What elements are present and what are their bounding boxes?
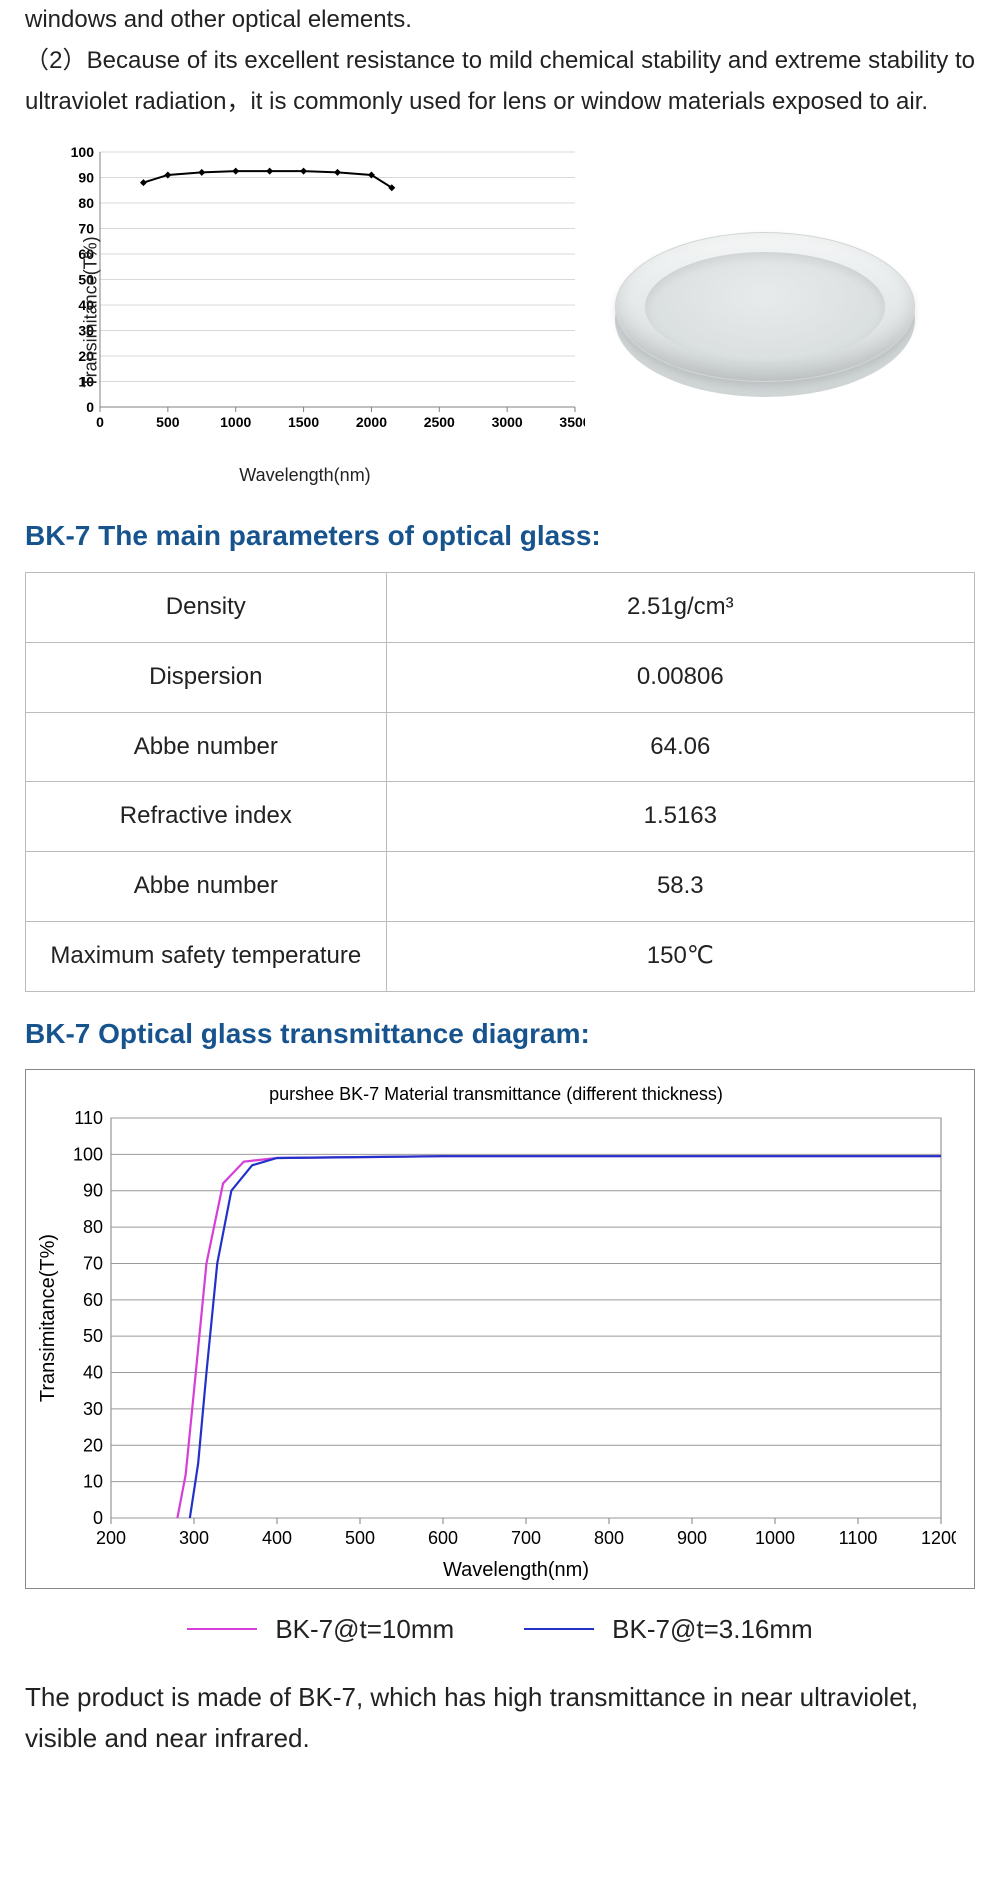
- svg-text:200: 200: [96, 1528, 126, 1548]
- svg-text:60: 60: [83, 1290, 103, 1310]
- chart2-legend: BK-7@t=10mm BK-7@t=3.16mm: [25, 1607, 975, 1651]
- params-table: Density2.51g/cm³Dispersion0.00806Abbe nu…: [25, 572, 975, 992]
- figure-row: Transimitance(T%) 0102030405060708090100…: [25, 142, 975, 482]
- svg-text:30: 30: [83, 1399, 103, 1419]
- svg-text:1000: 1000: [755, 1528, 795, 1548]
- chart1-ylabel: Transimitance(T%): [75, 237, 106, 388]
- chart1-container: Transimitance(T%) 0102030405060708090100…: [25, 142, 585, 482]
- svg-text:1200: 1200: [921, 1528, 956, 1548]
- table-cell: Abbe number: [26, 852, 387, 922]
- svg-text:600: 600: [428, 1528, 458, 1548]
- table-row: Abbe number58.3: [26, 852, 975, 922]
- svg-text:100: 100: [71, 144, 95, 160]
- svg-text:20: 20: [83, 1436, 103, 1456]
- legend-line: [187, 1628, 257, 1630]
- table-cell: Refractive index: [26, 782, 387, 852]
- table-row: Refractive index1.5163: [26, 782, 975, 852]
- svg-text:110: 110: [74, 1108, 103, 1128]
- svg-text:1500: 1500: [288, 414, 319, 430]
- svg-text:700: 700: [511, 1528, 541, 1548]
- legend-line: [524, 1628, 594, 1630]
- legend-label: BK-7@t=3.16mm: [612, 1607, 813, 1651]
- svg-text:100: 100: [73, 1145, 103, 1165]
- intro-p2: （2）Because of its excellent resistance t…: [25, 41, 975, 123]
- svg-text:500: 500: [156, 414, 180, 430]
- svg-text:70: 70: [83, 1254, 103, 1274]
- chart1-svg: 0102030405060708090100050010001500200025…: [45, 142, 585, 442]
- table-cell: 64.06: [386, 712, 974, 782]
- legend-item: BK-7@t=3.16mm: [524, 1607, 813, 1651]
- footnote: The product is made of BK-7, which has h…: [25, 1677, 975, 1760]
- svg-text:900: 900: [677, 1528, 707, 1548]
- table-row: Density2.51g/cm³: [26, 572, 975, 642]
- table-row: Abbe number64.06: [26, 712, 975, 782]
- table-cell: 0.00806: [386, 642, 974, 712]
- svg-text:70: 70: [78, 221, 94, 237]
- table-cell: 150℃: [386, 921, 974, 991]
- svg-text:400: 400: [262, 1528, 292, 1548]
- svg-text:10: 10: [83, 1472, 103, 1492]
- chart2-svg: purshee BK-7 Material transmittance (dif…: [36, 1080, 956, 1580]
- svg-text:purshee BK-7 Material transmit: purshee BK-7 Material transmittance (dif…: [269, 1084, 723, 1104]
- intro-text: windows and other optical elements. （2）B…: [25, 0, 975, 122]
- svg-text:500: 500: [345, 1528, 375, 1548]
- svg-text:300: 300: [179, 1528, 209, 1548]
- table-cell: 58.3: [386, 852, 974, 922]
- chart1-xlabel: Wavelength(nm): [25, 460, 585, 491]
- svg-text:0: 0: [86, 399, 94, 415]
- intro-p1-tail: windows and other optical elements.: [25, 0, 975, 41]
- svg-text:1100: 1100: [839, 1528, 878, 1548]
- svg-text:50: 50: [83, 1327, 103, 1347]
- table-cell: 2.51g/cm³: [386, 572, 974, 642]
- table-cell: Dispersion: [26, 642, 387, 712]
- table-row: Maximum safety temperature150℃: [26, 921, 975, 991]
- table-row: Dispersion0.00806: [26, 642, 975, 712]
- svg-text:0: 0: [93, 1508, 103, 1528]
- heading-parameters: BK-7 The main parameters of optical glas…: [25, 512, 975, 560]
- svg-text:0: 0: [96, 414, 104, 430]
- chart2-container: purshee BK-7 Material transmittance (dif…: [25, 1069, 975, 1589]
- glass-disc-image: [615, 202, 935, 422]
- table-cell: Maximum safety temperature: [26, 921, 387, 991]
- svg-text:800: 800: [594, 1528, 624, 1548]
- svg-text:90: 90: [83, 1181, 103, 1201]
- svg-text:40: 40: [83, 1363, 103, 1383]
- svg-text:90: 90: [78, 170, 94, 186]
- table-cell: Density: [26, 572, 387, 642]
- svg-text:2000: 2000: [356, 414, 387, 430]
- table-cell: Abbe number: [26, 712, 387, 782]
- svg-text:2500: 2500: [424, 414, 455, 430]
- heading-transmittance: BK-7 Optical glass transmittance diagram…: [25, 1010, 975, 1058]
- svg-text:80: 80: [83, 1217, 103, 1237]
- table-cell: 1.5163: [386, 782, 974, 852]
- svg-text:1000: 1000: [220, 414, 251, 430]
- svg-text:Wavelength(nm): Wavelength(nm): [443, 1559, 589, 1580]
- svg-text:80: 80: [78, 195, 94, 211]
- svg-text:Transimitance(T%): Transimitance(T%): [37, 1234, 59, 1402]
- legend-item: BK-7@t=10mm: [187, 1607, 454, 1651]
- svg-text:3500: 3500: [559, 414, 585, 430]
- svg-text:3000: 3000: [492, 414, 523, 430]
- legend-label: BK-7@t=10mm: [275, 1607, 454, 1651]
